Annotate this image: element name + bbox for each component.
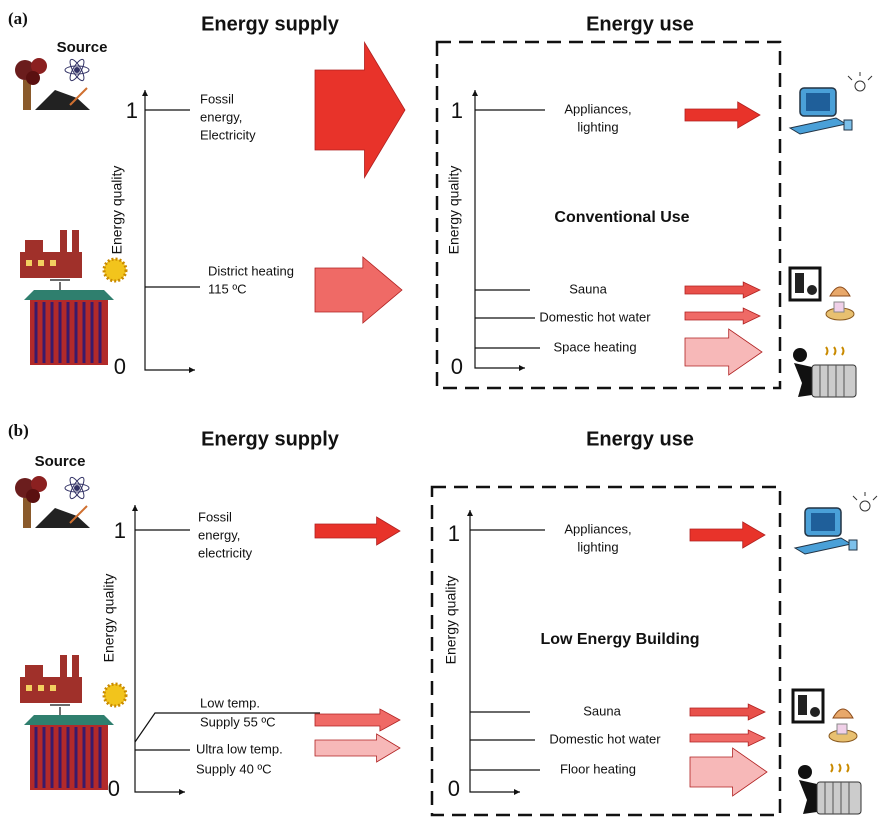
use-item-label: Domestic hot water (549, 731, 661, 746)
supply-item-label: electricity (198, 545, 253, 560)
source-label: Source (57, 39, 108, 56)
use-item-label: Sauna (583, 703, 621, 718)
fossil-icon (14, 474, 91, 529)
arrow (314, 256, 403, 324)
axis-top: 1 (448, 521, 460, 546)
arrow (684, 307, 761, 325)
panel-label: (a) (8, 9, 28, 28)
arrow (684, 328, 763, 376)
supply-axis (134, 505, 185, 793)
supply-title: Energy supply (201, 428, 340, 450)
axis-head (514, 789, 520, 795)
use-item-label: Appliances, (564, 101, 631, 116)
fossil-icon (14, 56, 91, 111)
axis-head (472, 90, 478, 96)
axis-head (519, 365, 525, 371)
arrow (689, 729, 766, 747)
supply-item-label: energy, (200, 109, 242, 124)
use-axis (469, 510, 520, 793)
axis-head (132, 505, 138, 511)
axis-label: Energy quality (101, 574, 117, 663)
axis-label: Energy quality (109, 166, 125, 255)
use-item-label: lighting (577, 539, 618, 554)
arrow (684, 101, 761, 129)
supply-item-label: energy, (198, 527, 240, 542)
use-box (430, 485, 782, 817)
axis-head (467, 510, 473, 516)
supply-item-label: Supply 55 ºC (200, 714, 276, 729)
supply-level (134, 712, 320, 743)
use-item-label: Floor heating (560, 761, 636, 776)
use-center-label: Conventional Use (554, 209, 689, 226)
supply-item-label: Electricity (200, 127, 256, 142)
use-item-label: lighting (577, 119, 618, 134)
axis-head (179, 789, 185, 795)
arrow (314, 516, 401, 546)
use-axis (474, 90, 525, 369)
source-label: Source (35, 453, 86, 470)
axis-label: Energy quality (443, 576, 459, 665)
supply-item-label: Ultra low temp. (196, 741, 283, 756)
axis-bottom: 0 (108, 776, 120, 801)
heating-icon (797, 763, 862, 815)
use-item-label: Domestic hot water (539, 309, 651, 324)
arrow (689, 747, 768, 797)
supply-item-label: Supply 40 ºC (196, 761, 272, 776)
heating-icon (792, 346, 857, 398)
use-item-label: Appliances, (564, 521, 631, 536)
use-title: Energy use (586, 428, 694, 450)
axis-bottom: 0 (114, 354, 126, 379)
axis-top: 1 (114, 518, 126, 543)
arrow (314, 41, 406, 179)
arrow (689, 521, 766, 549)
sauna-icon (791, 688, 859, 744)
arrow (314, 733, 401, 763)
axis-top: 1 (451, 98, 463, 123)
use-title: Energy use (586, 13, 694, 35)
supply-axis (144, 90, 195, 371)
axis-label: Energy quality (446, 166, 462, 255)
appliance-icon (794, 491, 878, 555)
axis-bottom: 0 (451, 354, 463, 379)
axis-bottom: 0 (448, 776, 460, 801)
axis-head (189, 367, 195, 373)
supply-item-label: 115 ºC (208, 281, 246, 296)
arrow (684, 281, 761, 299)
axis-top: 1 (126, 98, 138, 123)
arrow (689, 703, 766, 721)
use-center-label: Low Energy Building (540, 631, 699, 648)
supply-title: Energy supply (201, 13, 340, 35)
appliance-icon (789, 71, 873, 135)
supply-item-label: District heating (208, 263, 294, 278)
sauna-icon (788, 266, 856, 322)
supply-item-label: Low temp. (200, 695, 260, 710)
supply-item-label: Fossil (198, 509, 232, 524)
arrow (314, 708, 401, 732)
supply-item-label: Fossil (200, 91, 234, 106)
plant-icon (18, 653, 128, 792)
panel-label: (b) (8, 421, 29, 440)
use-item-label: Sauna (569, 281, 607, 296)
axis-head (142, 90, 148, 96)
use-item-label: Space heating (553, 339, 636, 354)
use-box (435, 40, 782, 390)
